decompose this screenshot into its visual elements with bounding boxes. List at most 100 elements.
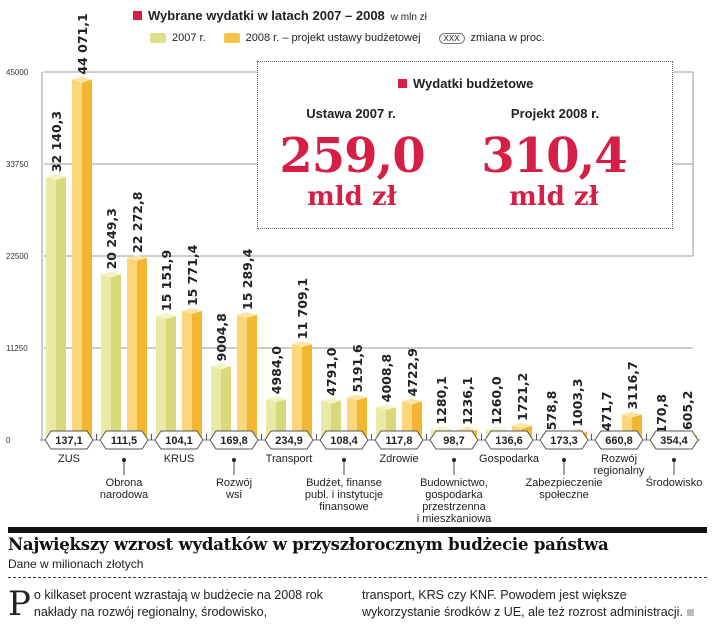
budget-info-box: Wydatki budżetowe Ustawa 2007 r. Projekt… [257, 61, 673, 229]
bar-2008-left [72, 79, 82, 440]
article-column-2: transport, KRS czy KNF. Powodem jest wię… [362, 587, 707, 621]
change-badge-label: 108,4 [330, 435, 358, 447]
change-badge-label: 234,9 [275, 435, 303, 447]
change-badge-label: 117,8 [386, 435, 413, 447]
legend-title-text: Wybrane wydatki w latach 2007 – 2008 [148, 8, 385, 23]
legend-swatch-2007 [150, 33, 166, 43]
bar-value-label: 4984,0 [269, 346, 284, 395]
change-badge [209, 430, 259, 450]
y-tick-label: 45000 [6, 68, 29, 77]
bar-2008-right [247, 314, 257, 440]
category-label-line: Zabezpieczenie [525, 477, 603, 489]
bar-top [347, 394, 367, 401]
bar-2007-right [111, 274, 121, 440]
right-label: Projekt 2008 r. [510, 106, 600, 121]
category-label: KRUS [164, 453, 195, 465]
bar-value-label: 5191,6 [350, 344, 365, 393]
category-label-line: Rozwój [600, 453, 638, 465]
bar-value-label: 4008,8 [379, 354, 394, 402]
legend-title: Wybrane wydatki w latach 2007 – 2008 w ml… [133, 8, 427, 23]
y-tick-label: 0 [6, 436, 11, 445]
bar-top [321, 397, 341, 404]
category-label-line: wsi [226, 489, 242, 501]
pointer-dot [342, 458, 346, 462]
right-unit: mld zł [509, 182, 599, 212]
legend-label-2008: 2008 r. – projekt ustawy budżetowej [245, 32, 421, 44]
category-label: Transport [266, 453, 313, 465]
legend-unit: w mln zł [390, 12, 427, 23]
category-label-line: narodowa [99, 489, 149, 501]
category-label: Obrona narodowa [100, 477, 148, 501]
bar-2008-left [237, 314, 247, 440]
left-unit: mld zł [307, 182, 397, 212]
legend: 2007 r. 2008 r. – projekt ustawy budżeto… [150, 32, 545, 44]
bar-2007-left [156, 316, 166, 440]
bar-2008-left [182, 311, 192, 440]
left-value: 259,0 [279, 128, 425, 184]
bar-2007-left [46, 177, 56, 441]
bar-chart: 0 11250 22500 33750 45000 32 140,3 44 071,1 137… [6, 13, 700, 475]
info-box-title-text: Wydatki budżetowe [413, 76, 534, 91]
category-label: Budżet, finanse publ. i instytucje finanso… [305, 477, 383, 513]
bar-value-label: 22 272,8 [130, 192, 145, 253]
change-badge [264, 430, 314, 450]
change-badge [429, 430, 479, 450]
left-label: Ustawa 2007 r. [306, 106, 396, 121]
bar-2007-left [101, 274, 111, 440]
pointer-dot [122, 458, 126, 462]
dashed-divider [8, 577, 707, 578]
bar-top [402, 398, 422, 405]
bar-2008-right [137, 257, 147, 440]
subtitle: Dane w milionach złotych [8, 557, 144, 571]
bar-value-label: 11 709,1 [295, 278, 310, 339]
change-badge [319, 430, 369, 450]
pointer-dot [672, 458, 676, 462]
change-badge-label: 136,6 [495, 435, 523, 447]
change-badge-label: 354,4 [660, 435, 688, 447]
info-box-title: Wydatki budżetowe [398, 76, 533, 91]
bar-value-label: 9004,8 [214, 313, 229, 361]
category-label-line: KRUS [163, 453, 195, 465]
bar-value-label: 578,8 [544, 391, 559, 431]
category-label-line: społeczne [539, 489, 589, 501]
bar-2008-right [82, 79, 92, 440]
bar-value-label: 15 289,4 [240, 248, 255, 310]
bar-value-label: 1003,3 [570, 379, 585, 427]
pointer-dot [562, 458, 566, 462]
bar-2007-right [386, 407, 396, 440]
bar-top [72, 76, 92, 83]
bar-2008-right [192, 311, 202, 440]
change-badge [539, 430, 589, 450]
bar-value-label: 3116,7 [625, 361, 640, 409]
category-label-line: ZUS [58, 453, 80, 465]
bar-2008-left [347, 397, 357, 440]
bar-value-label: 1721,2 [515, 373, 530, 421]
end-mark-icon [686, 609, 694, 616]
category-label-line: gospodarka [425, 489, 483, 501]
bar-top [292, 341, 312, 348]
bar-top [512, 422, 532, 429]
category-label: ZUS [58, 453, 80, 465]
bar-value-label: 605,2 [680, 391, 695, 431]
bar-2007-left [211, 366, 221, 440]
category-label: Budownictwo, gospodarka przestrzenna i mies… [417, 477, 492, 525]
bar-2008-right [357, 397, 367, 440]
bar-top [622, 411, 642, 418]
bar-top [46, 174, 66, 181]
change-badge [594, 430, 644, 450]
bar-value-label: 1260,0 [489, 376, 504, 425]
change-badge-label: 660,8 [605, 435, 633, 447]
article-text-1: o kilkaset procent wzrastają w budżecie … [33, 588, 323, 619]
pointer-dot [232, 458, 236, 462]
bar-top [156, 313, 176, 320]
divider-bar [8, 527, 707, 533]
bar-top [237, 311, 257, 318]
change-badge-label: 173,3 [550, 435, 578, 447]
bar-2007-right [221, 366, 231, 440]
bar-value-label: 170,8 [654, 394, 669, 434]
bar-top [101, 271, 121, 278]
bar-2007-right [276, 399, 286, 440]
bar-value-label: 32 140,3 [49, 111, 64, 172]
bar-2008-right [302, 344, 312, 440]
category-label: Rozwój wsi [216, 477, 252, 501]
